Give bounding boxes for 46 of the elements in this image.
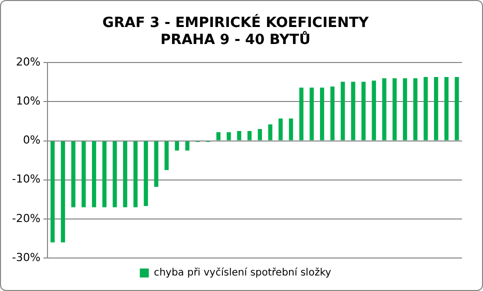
bar xyxy=(392,78,397,140)
bar xyxy=(424,77,428,140)
bar xyxy=(133,141,138,208)
bar xyxy=(60,141,66,242)
bar xyxy=(288,118,294,140)
bar xyxy=(351,82,356,140)
bar xyxy=(102,141,106,208)
bar xyxy=(444,77,449,140)
bar xyxy=(413,78,418,140)
bar xyxy=(454,77,459,140)
bar xyxy=(330,86,335,140)
bar xyxy=(434,77,438,140)
y-tick-label: 0% xyxy=(22,134,40,147)
bar xyxy=(258,129,262,140)
bar xyxy=(164,141,169,170)
bar xyxy=(340,82,345,140)
bar xyxy=(268,124,272,140)
bar xyxy=(174,141,180,151)
bar xyxy=(144,141,148,206)
y-tick-label: -20% xyxy=(12,212,40,225)
bar xyxy=(299,88,304,140)
bar xyxy=(123,141,128,208)
chart-title: GRAF 3 - EMPIRICKÉ KOEFICIENTY PRAHA 9 - 40 BYTŮ xyxy=(102,14,370,48)
y-tick-label: -30% xyxy=(12,250,40,264)
bar xyxy=(216,132,221,140)
bar xyxy=(82,141,86,208)
bar xyxy=(382,78,386,140)
y-tick-label: 20% xyxy=(16,55,40,68)
bar xyxy=(92,141,96,208)
y-tick-label: 10% xyxy=(16,94,40,108)
y-tick-label: -10% xyxy=(12,172,40,186)
bar xyxy=(112,141,117,208)
bar xyxy=(320,88,324,140)
bar xyxy=(247,130,252,140)
bar xyxy=(50,141,55,242)
bar xyxy=(278,118,283,140)
legend-label: chyba při vyčíslení spotřební složky xyxy=(154,268,332,279)
bar xyxy=(185,141,190,151)
bar xyxy=(361,82,366,140)
bar xyxy=(226,132,231,140)
bar xyxy=(237,130,242,140)
bar xyxy=(402,78,408,140)
bar xyxy=(310,88,314,140)
bar xyxy=(372,80,376,140)
bar xyxy=(71,141,76,208)
bar xyxy=(154,141,158,187)
